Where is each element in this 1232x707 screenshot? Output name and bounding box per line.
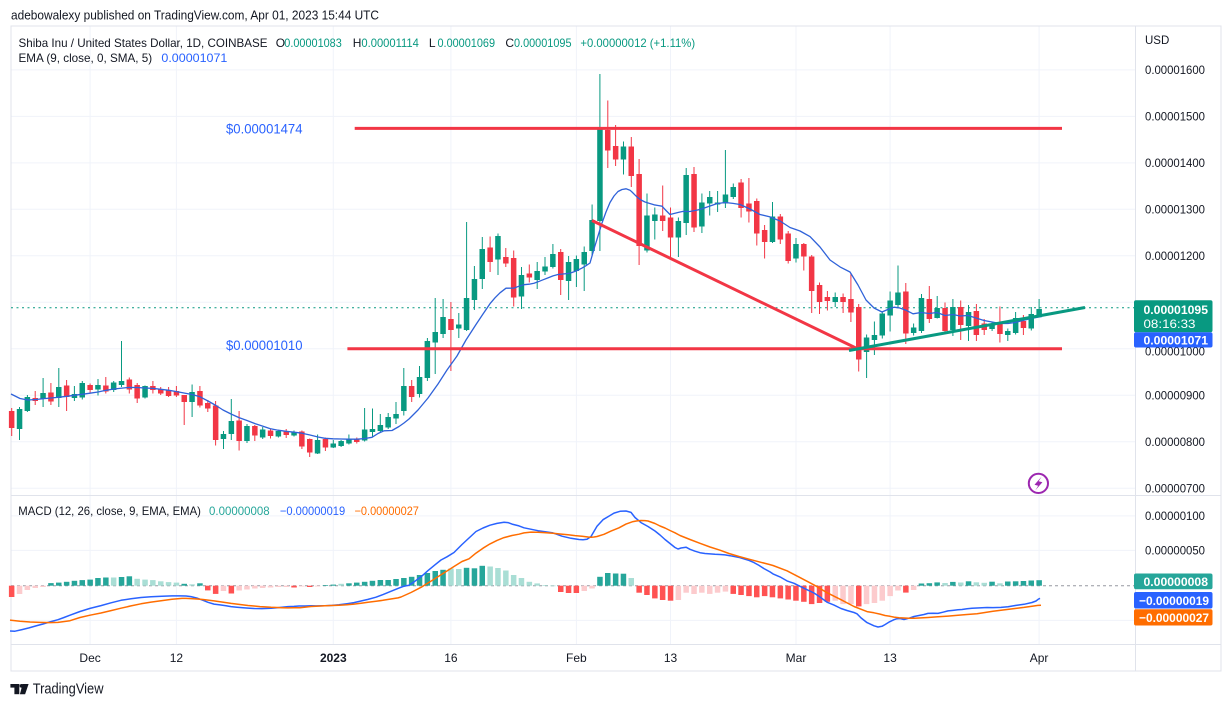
svg-text:Shiba Inu / United States Doll: Shiba Inu / United States Dollar, 1D, CO… [19, 36, 268, 50]
svg-text:0.00000008: 0.00000008 [1144, 575, 1209, 589]
svg-text:0.00001000: 0.00001000 [1145, 347, 1205, 359]
svg-text:MACD (12, 26, close, 9, EMA, E: MACD (12, 26, close, 9, EMA, EMA) [18, 504, 201, 518]
svg-text:16: 16 [444, 651, 458, 665]
svg-text:13: 13 [883, 651, 897, 665]
svg-text:0.00000900: 0.00000900 [1145, 390, 1205, 402]
svg-text:−0.00000019: −0.00000019 [1139, 594, 1209, 608]
svg-text:2023: 2023 [320, 651, 347, 665]
svg-text:0.00001114: 0.00001114 [361, 36, 419, 50]
svg-text:0.00001500: 0.00001500 [1145, 112, 1205, 124]
svg-text:USD: USD [1145, 35, 1169, 47]
svg-text:$0.00001010: $0.00001010 [226, 337, 303, 353]
svg-text:0.00001071: 0.00001071 [161, 51, 227, 65]
svg-text:0.00000050: 0.00000050 [1145, 546, 1205, 558]
svg-text:0.00000008: 0.00000008 [209, 504, 270, 518]
svg-text:H: H [353, 36, 362, 50]
svg-text:0.00000800: 0.00000800 [1145, 437, 1205, 449]
svg-text:−0.00000027: −0.00000027 [1139, 611, 1209, 625]
svg-text:0.00001600: 0.00001600 [1145, 65, 1205, 77]
svg-text:0.00001071: 0.00001071 [1144, 333, 1209, 347]
svg-text:+0.00000012 (+1.11%): +0.00000012 (+1.11%) [580, 36, 695, 50]
svg-text:0.00000700: 0.00000700 [1145, 483, 1205, 495]
svg-text:0.00001069: 0.00001069 [438, 36, 496, 50]
svg-text:−0.00000027: −0.00000027 [355, 504, 420, 518]
svg-text:08:16:33: 08:16:33 [1144, 318, 1196, 331]
svg-text:C: C [505, 36, 514, 50]
svg-text:0.00001200: 0.00001200 [1145, 251, 1205, 263]
svg-text:0.00001400: 0.00001400 [1145, 158, 1205, 170]
svg-text:L: L [429, 36, 436, 50]
svg-text:−0.00000019: −0.00000019 [280, 504, 346, 518]
svg-text:0.00001083: 0.00001083 [284, 36, 342, 50]
svg-text:EMA (9, close, 0, SMA, 5): EMA (9, close, 0, SMA, 5) [19, 51, 153, 65]
svg-text:13: 13 [664, 651, 678, 665]
svg-text:Apr: Apr [1030, 651, 1049, 665]
svg-text:TradingView: TradingView [33, 682, 104, 698]
svg-text:12: 12 [170, 651, 184, 665]
svg-text:0.00000100: 0.00000100 [1145, 511, 1205, 523]
svg-text:adebowalexy published on Tradi: adebowalexy published on TradingView.com… [11, 9, 379, 23]
svg-text:Dec: Dec [79, 651, 100, 665]
svg-text:O: O [276, 36, 285, 50]
svg-text:0.00001095: 0.00001095 [514, 36, 572, 50]
svg-text:$0.00001474: $0.00001474 [226, 121, 303, 137]
svg-text:Mar: Mar [786, 651, 807, 665]
svg-text:Feb: Feb [566, 651, 587, 665]
svg-text:0.00001300: 0.00001300 [1145, 205, 1205, 217]
svg-text:0.00001095: 0.00001095 [1144, 303, 1209, 317]
